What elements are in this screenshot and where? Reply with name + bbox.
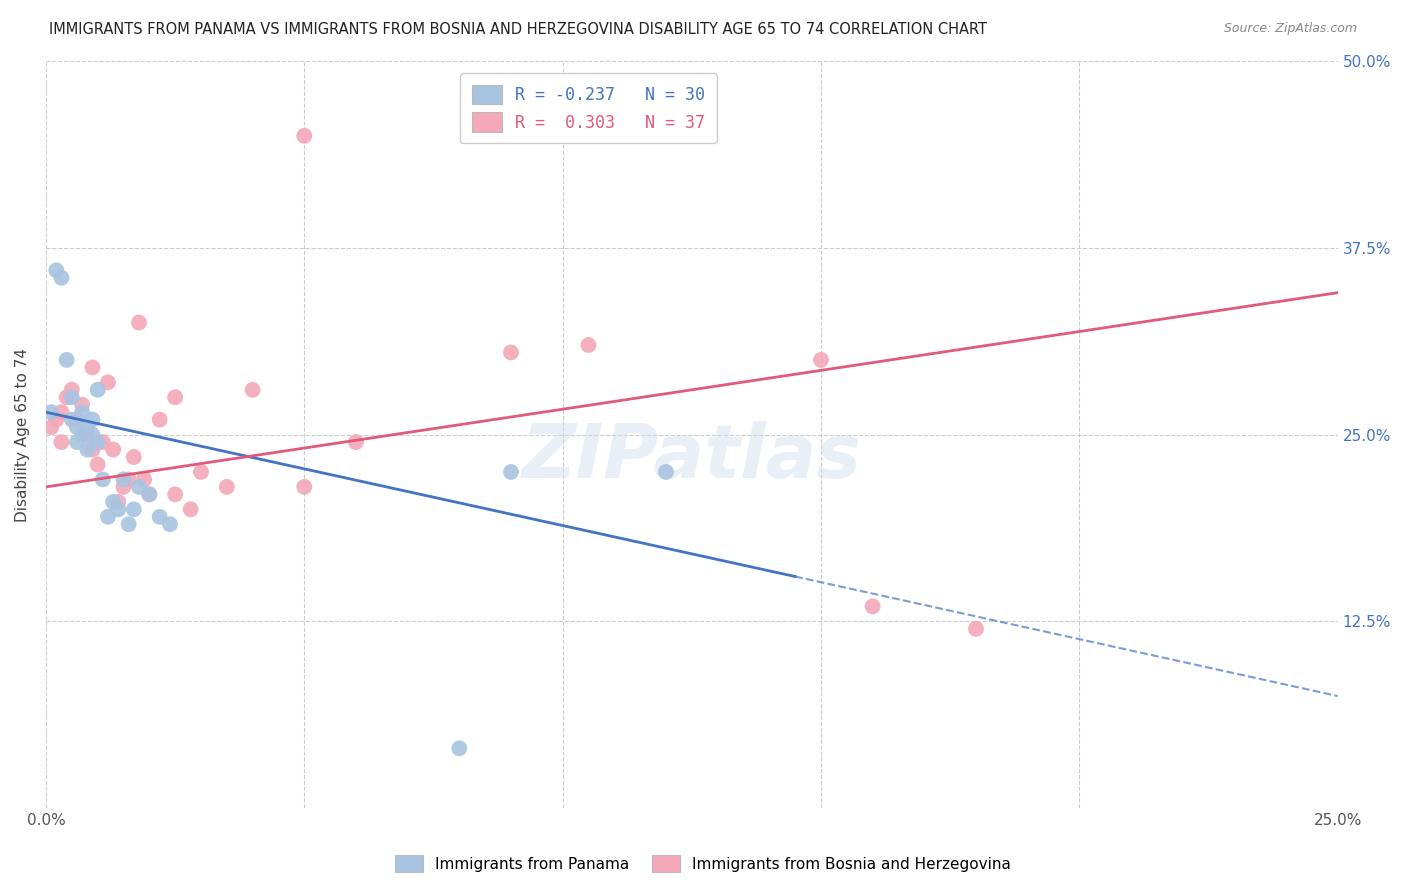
Point — [149, 509, 172, 524]
Point — [134, 472, 156, 486]
Point — [45, 412, 67, 426]
Point — [76, 427, 98, 442]
Point — [82, 442, 104, 457]
Point — [51, 435, 73, 450]
Point — [190, 465, 212, 479]
Point — [242, 383, 264, 397]
Point — [138, 487, 160, 501]
Point — [149, 412, 172, 426]
Point — [66, 412, 89, 426]
Point — [122, 502, 145, 516]
Point — [107, 495, 129, 509]
Point — [82, 360, 104, 375]
Point — [66, 435, 89, 450]
Point — [578, 338, 600, 352]
Point — [138, 487, 160, 501]
Text: IMMIGRANTS FROM PANAMA VS IMMIGRANTS FROM BOSNIA AND HERZEGOVINA DISABILITY AGE : IMMIGRANTS FROM PANAMA VS IMMIGRANTS FRO… — [49, 22, 987, 37]
Point — [101, 495, 124, 509]
Point — [292, 480, 315, 494]
Point — [122, 450, 145, 464]
Point — [55, 352, 77, 367]
Point — [112, 480, 135, 494]
Point — [91, 435, 114, 450]
Point — [117, 472, 139, 486]
Point — [107, 502, 129, 516]
Point — [91, 472, 114, 486]
Point — [60, 412, 83, 426]
Text: Source: ZipAtlas.com: Source: ZipAtlas.com — [1223, 22, 1357, 36]
Point — [655, 465, 678, 479]
Point — [499, 345, 522, 359]
Point — [76, 442, 98, 457]
Point — [165, 390, 187, 404]
Point — [292, 128, 315, 143]
Point — [55, 390, 77, 404]
Point — [344, 435, 367, 450]
Point — [97, 509, 120, 524]
Point — [60, 390, 83, 404]
Point — [97, 376, 120, 390]
Point — [180, 502, 202, 516]
Point — [862, 599, 884, 614]
Legend: R = -0.237   N = 30, R =  0.303   N = 37: R = -0.237 N = 30, R = 0.303 N = 37 — [460, 73, 717, 144]
Y-axis label: Disability Age 65 to 74: Disability Age 65 to 74 — [15, 348, 30, 522]
Point — [70, 427, 93, 442]
Point — [810, 352, 832, 367]
Point — [51, 270, 73, 285]
Point — [86, 383, 108, 397]
Point — [449, 741, 471, 756]
Point — [60, 383, 83, 397]
Point — [159, 517, 181, 532]
Point — [70, 398, 93, 412]
Point — [117, 517, 139, 532]
Point — [101, 442, 124, 457]
Point — [70, 405, 93, 419]
Text: ZIPatlas: ZIPatlas — [522, 420, 862, 493]
Point — [82, 427, 104, 442]
Legend: Immigrants from Panama, Immigrants from Bosnia and Herzegovina: Immigrants from Panama, Immigrants from … — [388, 847, 1018, 880]
Point — [215, 480, 238, 494]
Point — [76, 420, 98, 434]
Point — [86, 435, 108, 450]
Point — [51, 405, 73, 419]
Point — [128, 316, 150, 330]
Point — [39, 405, 62, 419]
Point — [499, 465, 522, 479]
Point — [82, 412, 104, 426]
Point — [45, 263, 67, 277]
Point — [86, 458, 108, 472]
Point — [39, 420, 62, 434]
Point — [66, 420, 89, 434]
Point — [112, 472, 135, 486]
Point — [128, 480, 150, 494]
Point — [165, 487, 187, 501]
Point — [965, 622, 987, 636]
